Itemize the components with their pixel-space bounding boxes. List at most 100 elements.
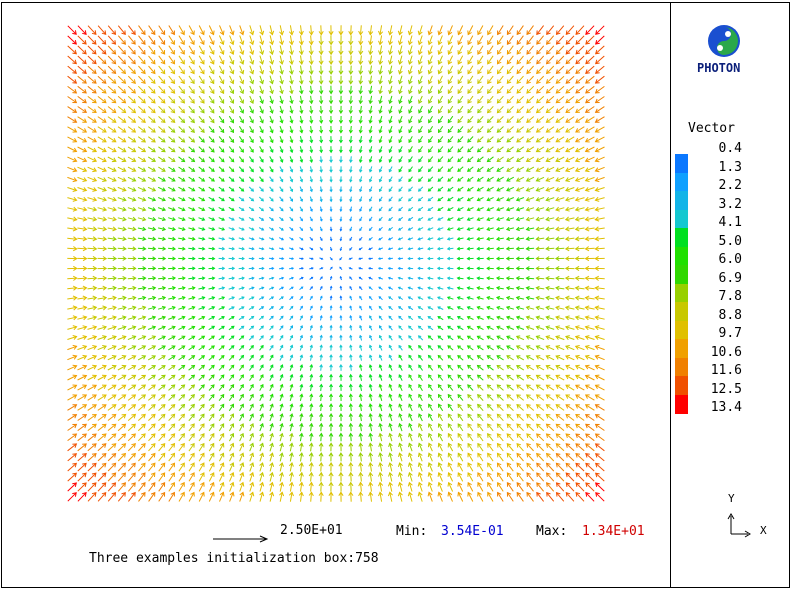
vector-arrow [348, 452, 354, 462]
vector-arrow [299, 125, 304, 134]
vector-arrow [137, 216, 147, 222]
vector-arrow [319, 403, 324, 412]
vector-arrow [279, 442, 284, 452]
vector-arrow [348, 461, 354, 472]
vector-arrow [564, 275, 575, 281]
vector-arrow [348, 393, 353, 402]
vector-arrow [117, 394, 127, 401]
vector-arrow [239, 481, 245, 492]
vector-arrow [437, 471, 443, 482]
vector-arrow [67, 45, 77, 55]
vector-arrow [506, 413, 514, 422]
vector-arrow [368, 125, 373, 134]
vector-arrow [457, 354, 464, 361]
vector-arrow [218, 286, 226, 290]
vector-arrow [407, 45, 413, 56]
vector-arrow [308, 452, 314, 462]
vector-arrow [188, 296, 196, 300]
vector-arrow [208, 452, 215, 462]
vector-arrow [198, 374, 205, 381]
vector-arrow [248, 227, 255, 231]
vector-arrow [407, 65, 413, 75]
vector-arrow [477, 35, 484, 46]
vector-arrow [127, 423, 136, 432]
vector-arrow [516, 472, 524, 482]
vector-arrow [467, 384, 474, 391]
vector-arrow [269, 166, 274, 173]
vector-arrow [457, 462, 464, 472]
vector-arrow [158, 472, 166, 482]
vector-arrow [427, 196, 434, 202]
vector-arrow [208, 156, 215, 163]
vector-arrow [397, 491, 403, 502]
vector-arrow [574, 226, 585, 232]
vector-arrow [506, 156, 514, 162]
vector-arrow [249, 75, 255, 85]
vector-arrow [289, 286, 294, 290]
vector-arrow [506, 384, 514, 391]
vector-arrow [299, 156, 304, 163]
vector-arrow [289, 95, 294, 105]
vector-arrow [594, 236, 605, 242]
vector-arrow [378, 315, 383, 321]
vector-arrow [487, 423, 494, 432]
vector-arrow [555, 186, 565, 192]
vector-arrow [338, 412, 344, 422]
vector-arrow [437, 45, 443, 56]
vector-arrow [467, 442, 474, 452]
vector-arrow [117, 85, 127, 94]
vector-arrow [476, 176, 484, 182]
vector-arrow [476, 374, 484, 381]
vector-arrow [526, 106, 535, 114]
vector-arrow [188, 472, 195, 482]
vector-arrow [87, 106, 97, 114]
vector-arrow [545, 394, 555, 401]
vector-arrow [178, 276, 186, 281]
vector-arrow [117, 246, 127, 252]
vector-arrow [137, 136, 147, 143]
vector-arrow [269, 344, 274, 351]
vector-arrow [328, 491, 334, 502]
vector-arrow [418, 354, 423, 361]
vector-arrow [594, 433, 605, 442]
vector-arrow [536, 85, 545, 94]
legend-level-label: 6.9 [718, 270, 742, 286]
vector-arrow [178, 166, 186, 172]
vector-arrow [554, 265, 565, 271]
vector-arrow [168, 413, 176, 422]
vector-arrow [67, 305, 78, 311]
vector-arrow [289, 247, 294, 251]
vector-arrow [288, 471, 294, 482]
vector-arrow [466, 227, 474, 231]
vector-arrow [525, 226, 535, 232]
vector-arrow [368, 247, 373, 251]
vector-arrow [457, 75, 464, 85]
vector-arrow [67, 136, 78, 143]
vector-arrow [168, 217, 176, 222]
vector-arrow [594, 315, 605, 321]
vector-arrow [168, 394, 176, 401]
vector-arrow [477, 423, 484, 432]
vector-arrow [378, 226, 383, 231]
vector-arrow [535, 335, 545, 341]
vector-arrow [198, 217, 206, 221]
vector-arrow [319, 166, 323, 173]
vector-arrow [437, 345, 444, 351]
vector-arrow [506, 355, 514, 361]
vector-arrow [147, 365, 156, 371]
vector-arrow [358, 35, 364, 46]
vector-arrow [408, 413, 413, 422]
vector-arrow [525, 276, 535, 281]
vector-arrow [329, 196, 333, 203]
vector-arrow [594, 216, 605, 222]
vector-arrow [218, 217, 226, 221]
vector-arrow [329, 305, 333, 311]
vector-arrow [457, 452, 464, 462]
vector-arrow [457, 115, 464, 124]
vector-arrow [188, 355, 196, 361]
vector-arrow [97, 146, 107, 153]
vector-arrow [595, 25, 605, 35]
vector-arrow [198, 35, 205, 46]
vector-arrow [584, 404, 595, 411]
vector-arrow [329, 285, 333, 291]
